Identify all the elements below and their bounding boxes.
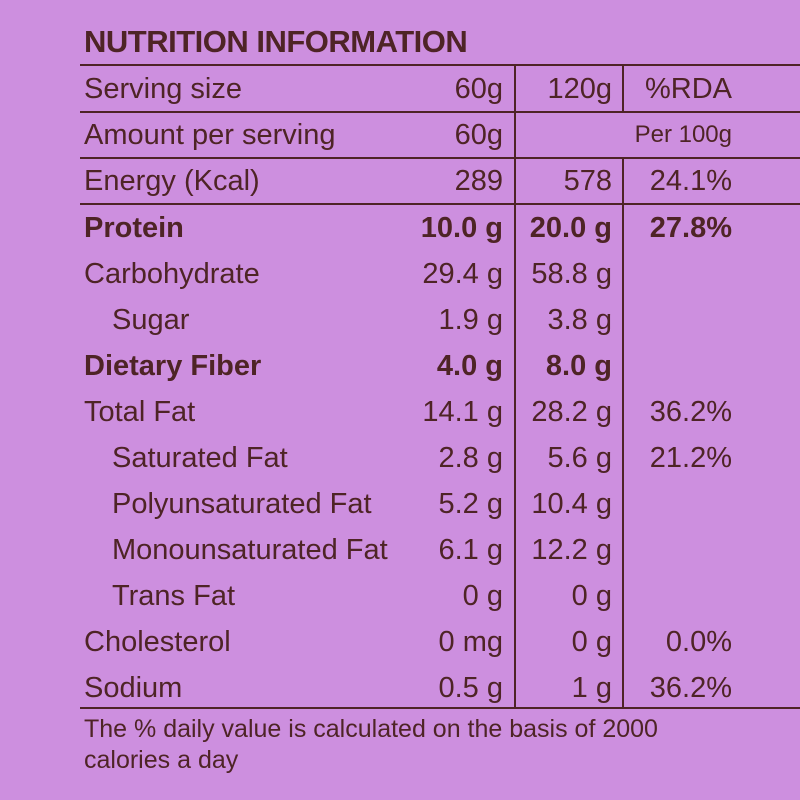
value-120g-col: 8.0 g <box>545 350 612 382</box>
value-120g-col: 3.8 g <box>547 304 613 336</box>
value-rda-col: 36.2% <box>649 396 732 428</box>
value-60g-col: 5.2 g <box>438 488 504 520</box>
panel-title: NUTRITION INFORMATION <box>84 24 468 59</box>
row-label: Trans Fat <box>112 580 236 612</box>
table-row: Monounsaturated Fat 6.1 g 12.2 g <box>0 527 800 573</box>
value-rda-col: Per 100g <box>634 121 732 148</box>
value-60g-col: 0 mg <box>438 626 503 658</box>
value-120g-col: 58.8 g <box>531 258 612 290</box>
divider-col1 <box>514 64 516 707</box>
rule-amount <box>80 157 800 159</box>
value-60g-col: 4.0 g <box>436 350 503 382</box>
row-label: Sodium <box>84 672 183 704</box>
table-row: Carbohydrate 29.4 g 58.8 g <box>0 251 800 297</box>
row-label: Polyunsaturated Fat <box>112 488 372 520</box>
row-energy: Energy (Kcal) 289 578 24.1% <box>0 158 800 204</box>
value-rda-col: 0.0% <box>665 626 732 658</box>
value-120g-col: 10.4 g <box>531 488 612 520</box>
rule-serving <box>80 111 800 113</box>
row-label: Total Fat <box>84 396 196 428</box>
value-rda-col: %RDA <box>644 73 732 105</box>
value-60g-col: 0 g <box>462 580 503 612</box>
value-120g-col: 578 <box>563 165 612 197</box>
rule-top <box>80 64 800 66</box>
value-rda-col: 21.2% <box>649 442 732 474</box>
row-label: Carbohydrate <box>84 258 260 290</box>
value-60g-col: 1.9 g <box>438 304 504 336</box>
table-row: Protein 10.0 g 20.0 g 27.8% <box>0 205 800 251</box>
value-120g-col: 120g <box>547 73 612 105</box>
table-row: Saturated Fat 2.8 g 5.6 g 21.2% <box>0 435 800 481</box>
value-60g-col: 289 <box>454 165 503 197</box>
value-60g-col: 14.1 g <box>422 396 503 428</box>
value-120g-col: 1 g <box>571 672 612 704</box>
value-60g-col: 10.0 g <box>420 212 503 244</box>
table-row: Dietary Fiber 4.0 g 8.0 g <box>0 343 800 389</box>
value-120g-col: 28.2 g <box>531 396 612 428</box>
row-label: Serving size <box>84 73 242 105</box>
row-label: Energy (Kcal) <box>84 165 260 197</box>
value-60g-col: 0.5 g <box>438 672 504 704</box>
row-amount-per-serving: Amount per serving 60g Per 100g <box>0 112 800 158</box>
value-120g-col: 0 g <box>571 580 612 612</box>
value-rda-col: 24.1% <box>649 165 732 197</box>
table-row: Polyunsaturated Fat 5.2 g 10.4 g <box>0 481 800 527</box>
value-rda-col: 36.2% <box>649 672 732 704</box>
divider-col2-lower <box>622 157 624 707</box>
row-label: Saturated Fat <box>112 442 288 474</box>
value-120g-col: 20.0 g <box>529 212 612 244</box>
value-120g-col: 12.2 g <box>531 534 612 566</box>
divider-col2 <box>622 64 624 111</box>
row-label: Amount per serving <box>84 119 336 151</box>
row-serving-size: Serving size 60g 120g %RDA <box>0 66 800 112</box>
value-60g-col: 2.8 g <box>438 442 504 474</box>
value-120g-col: 0 g <box>571 626 612 658</box>
value-60g-col: 60g <box>454 73 503 105</box>
table-row: Cholesterol 0 mg 0 g 0.0% <box>0 619 800 665</box>
row-label: Dietary Fiber <box>84 350 262 382</box>
row-label: Sugar <box>112 304 190 336</box>
table-row: Sugar 1.9 g 3.8 g <box>0 297 800 343</box>
footnote: The % daily value is calculated on the b… <box>84 715 658 774</box>
row-label: Cholesterol <box>84 626 231 658</box>
table-row: Total Fat 14.1 g 28.2 g 36.2% <box>0 389 800 435</box>
value-rda-col: 27.8% <box>649 212 732 244</box>
value-60g-col: 6.1 g <box>438 534 504 566</box>
value-60g-col: 29.4 g <box>422 258 503 290</box>
value-120g-col: 5.6 g <box>547 442 613 474</box>
row-label: Protein <box>84 212 184 244</box>
value-60g-col: 60g <box>454 119 503 151</box>
row-label: Monounsaturated Fat <box>112 534 388 566</box>
table-row: Sodium 0.5 g 1 g 36.2% <box>0 665 800 711</box>
rule-bottom <box>80 707 800 709</box>
table-row: Trans Fat 0 g 0 g <box>0 573 800 619</box>
rule-energy <box>80 203 800 205</box>
